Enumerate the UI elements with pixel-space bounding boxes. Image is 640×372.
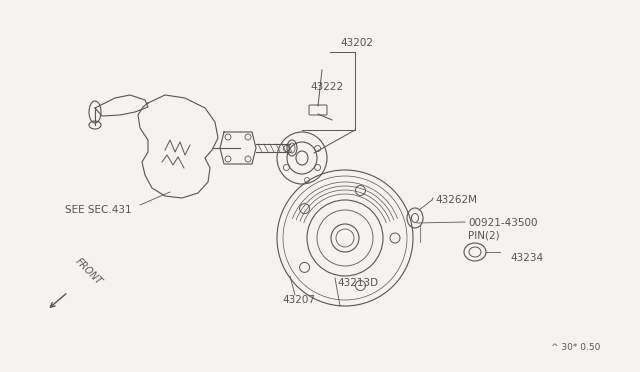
Text: 43222: 43222: [310, 82, 343, 92]
Text: PIN(2): PIN(2): [468, 230, 500, 240]
Text: 43213D: 43213D: [337, 278, 378, 288]
Text: 43202: 43202: [340, 38, 373, 48]
Text: 43207: 43207: [282, 295, 315, 305]
Text: SEE SEC.431: SEE SEC.431: [65, 205, 132, 215]
Text: FRONT: FRONT: [73, 256, 104, 287]
Text: ^ 30* 0.50: ^ 30* 0.50: [550, 343, 600, 352]
Text: 00921-43500: 00921-43500: [468, 218, 538, 228]
Text: 43234: 43234: [510, 253, 543, 263]
Text: 43262M: 43262M: [435, 195, 477, 205]
